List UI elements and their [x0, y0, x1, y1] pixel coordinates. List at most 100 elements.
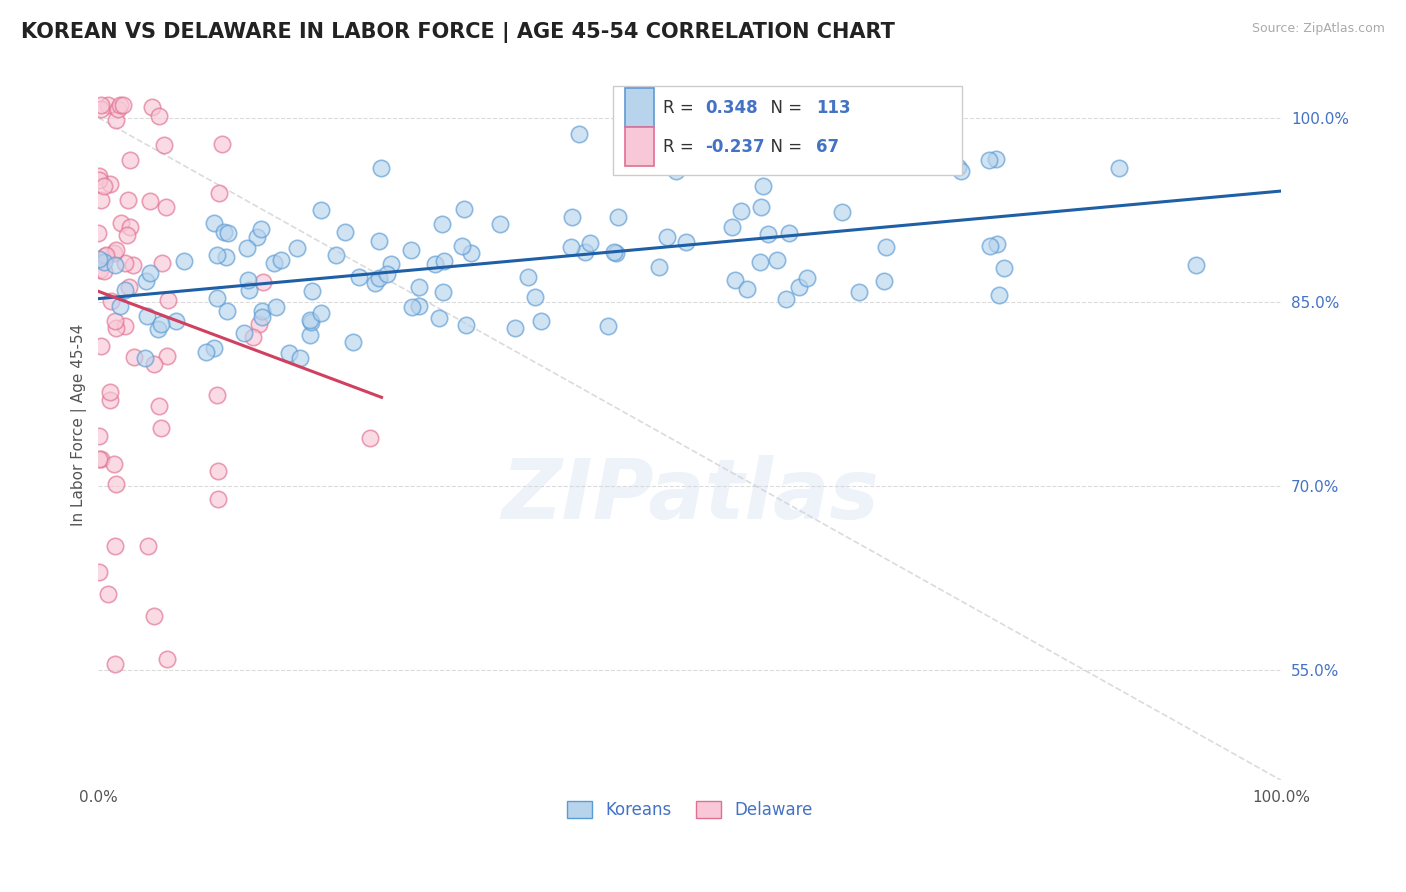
Point [217, 226, 239, 240]
Point [875, 240, 897, 254]
Point [568, 127, 591, 141]
Point [134, 351, 156, 365]
Point [287, 241, 309, 255]
Point [242, 330, 264, 344]
Point [97, 587, 120, 601]
Text: R =: R = [662, 99, 699, 117]
Text: ZIPatlas: ZIPatlas [501, 455, 879, 536]
Point [775, 292, 797, 306]
Point [453, 202, 475, 217]
Point [579, 236, 602, 251]
Point [949, 164, 972, 178]
Y-axis label: In Labor Force | Age 45-54: In Labor Force | Age 45-54 [72, 323, 87, 525]
Point [863, 123, 886, 137]
Point [118, 280, 141, 294]
Point [250, 310, 273, 324]
Point [749, 254, 772, 268]
Point [103, 457, 125, 471]
Point [460, 246, 482, 260]
Point [299, 315, 322, 329]
Point [122, 258, 145, 272]
Text: 113: 113 [817, 99, 851, 117]
Point [98, 384, 121, 399]
Point [98, 177, 121, 191]
Point [138, 539, 160, 553]
Point [153, 138, 176, 153]
Point [117, 194, 139, 208]
Point [93, 178, 115, 193]
Point [104, 321, 127, 335]
Point [120, 153, 142, 167]
Point [986, 237, 1008, 252]
Point [115, 227, 138, 242]
Point [730, 203, 752, 218]
Point [605, 245, 627, 260]
Point [87, 452, 110, 467]
Point [148, 109, 170, 123]
Point [342, 335, 364, 350]
Text: R =: R = [662, 138, 699, 156]
Point [560, 240, 582, 254]
Point [114, 318, 136, 333]
Point [118, 219, 141, 234]
Point [648, 147, 671, 161]
Point [108, 98, 131, 112]
FancyBboxPatch shape [624, 88, 654, 128]
Point [270, 253, 292, 268]
Point [104, 314, 127, 328]
Point [135, 274, 157, 288]
Point [309, 202, 332, 217]
Point [368, 271, 391, 285]
Point [724, 273, 747, 287]
Text: KOREAN VS DELAWARE IN LABOR FORCE | AGE 45-54 CORRELATION CHART: KOREAN VS DELAWARE IN LABOR FORCE | AGE … [21, 22, 896, 44]
Point [148, 399, 170, 413]
Point [873, 274, 896, 288]
Point [104, 243, 127, 257]
Point [156, 349, 179, 363]
Point [778, 227, 800, 241]
Point [831, 205, 853, 219]
Point [142, 609, 165, 624]
Point [347, 269, 370, 284]
Point [205, 291, 228, 305]
Text: 0.348: 0.348 [704, 99, 758, 117]
Point [87, 429, 110, 443]
Point [138, 194, 160, 209]
Point [165, 314, 187, 328]
Point [205, 388, 228, 402]
Point [665, 164, 688, 178]
Point [489, 217, 512, 231]
Point [648, 260, 671, 275]
Point [765, 252, 787, 267]
Point [208, 186, 231, 201]
Point [94, 247, 117, 261]
Point [451, 239, 474, 253]
Point [236, 272, 259, 286]
Point [946, 160, 969, 174]
Point [523, 289, 546, 303]
Point [870, 145, 893, 159]
Point [368, 234, 391, 248]
Point [720, 220, 742, 235]
Point [408, 280, 430, 294]
Point [114, 256, 136, 270]
Point [204, 341, 226, 355]
Point [112, 98, 135, 112]
Point [993, 260, 1015, 275]
Point [574, 244, 596, 259]
Point [87, 169, 110, 183]
FancyBboxPatch shape [624, 128, 654, 167]
Point [657, 230, 679, 244]
Text: N =: N = [759, 138, 807, 156]
Point [675, 235, 697, 249]
Point [787, 280, 810, 294]
Point [207, 464, 229, 478]
Point [155, 201, 177, 215]
Point [979, 153, 1001, 168]
Point [108, 299, 131, 313]
Point [364, 277, 387, 291]
Point [252, 276, 274, 290]
Point [408, 299, 430, 313]
Point [135, 310, 157, 324]
Point [149, 318, 172, 332]
